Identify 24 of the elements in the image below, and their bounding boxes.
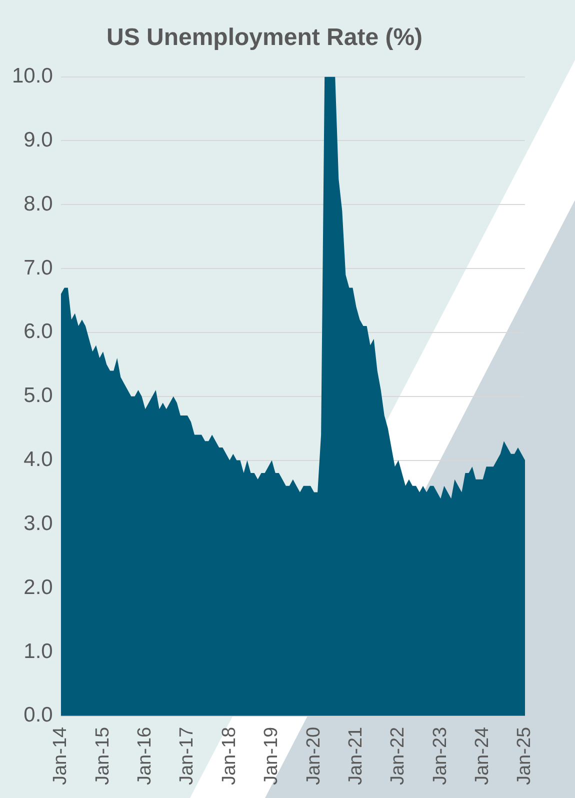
y-tick-label: 9.0 bbox=[24, 128, 53, 152]
x-tick-label: Jan-14 bbox=[50, 726, 72, 786]
y-tick-label: 6.0 bbox=[24, 320, 53, 344]
y-tick-label: 1.0 bbox=[24, 640, 53, 663]
y-tick-label: 10.0 bbox=[12, 64, 53, 88]
y-tick-label: 8.0 bbox=[24, 192, 53, 216]
y-tick-label: 7.0 bbox=[24, 256, 53, 280]
x-tick-label: Jan-20 bbox=[303, 726, 324, 786]
x-tick-label: Jan-21 bbox=[345, 726, 366, 786]
x-tick-label: Jan-16 bbox=[134, 726, 156, 786]
x-tick-label: Jan-19 bbox=[261, 726, 282, 786]
chart-title: US Unemployment Rate (%) bbox=[106, 24, 423, 52]
x-tick-label: Jan-22 bbox=[388, 726, 409, 786]
x-tick-label: Jan-25 bbox=[514, 726, 536, 786]
x-tick-label: Jan-24 bbox=[472, 726, 494, 786]
y-tick-label: 3.0 bbox=[24, 512, 53, 535]
y-tick-label: 0.0 bbox=[24, 704, 53, 727]
x-tick-label: Jan-23 bbox=[430, 726, 451, 786]
x-tick-label: Jan-17 bbox=[176, 726, 198, 786]
x-tick-label: Jan-15 bbox=[92, 726, 114, 786]
y-tick-label: 4.0 bbox=[24, 448, 53, 472]
y-tick-label: 2.0 bbox=[24, 576, 53, 599]
y-tick-label: 5.0 bbox=[24, 384, 53, 408]
x-tick-label: Jan-18 bbox=[218, 726, 240, 786]
